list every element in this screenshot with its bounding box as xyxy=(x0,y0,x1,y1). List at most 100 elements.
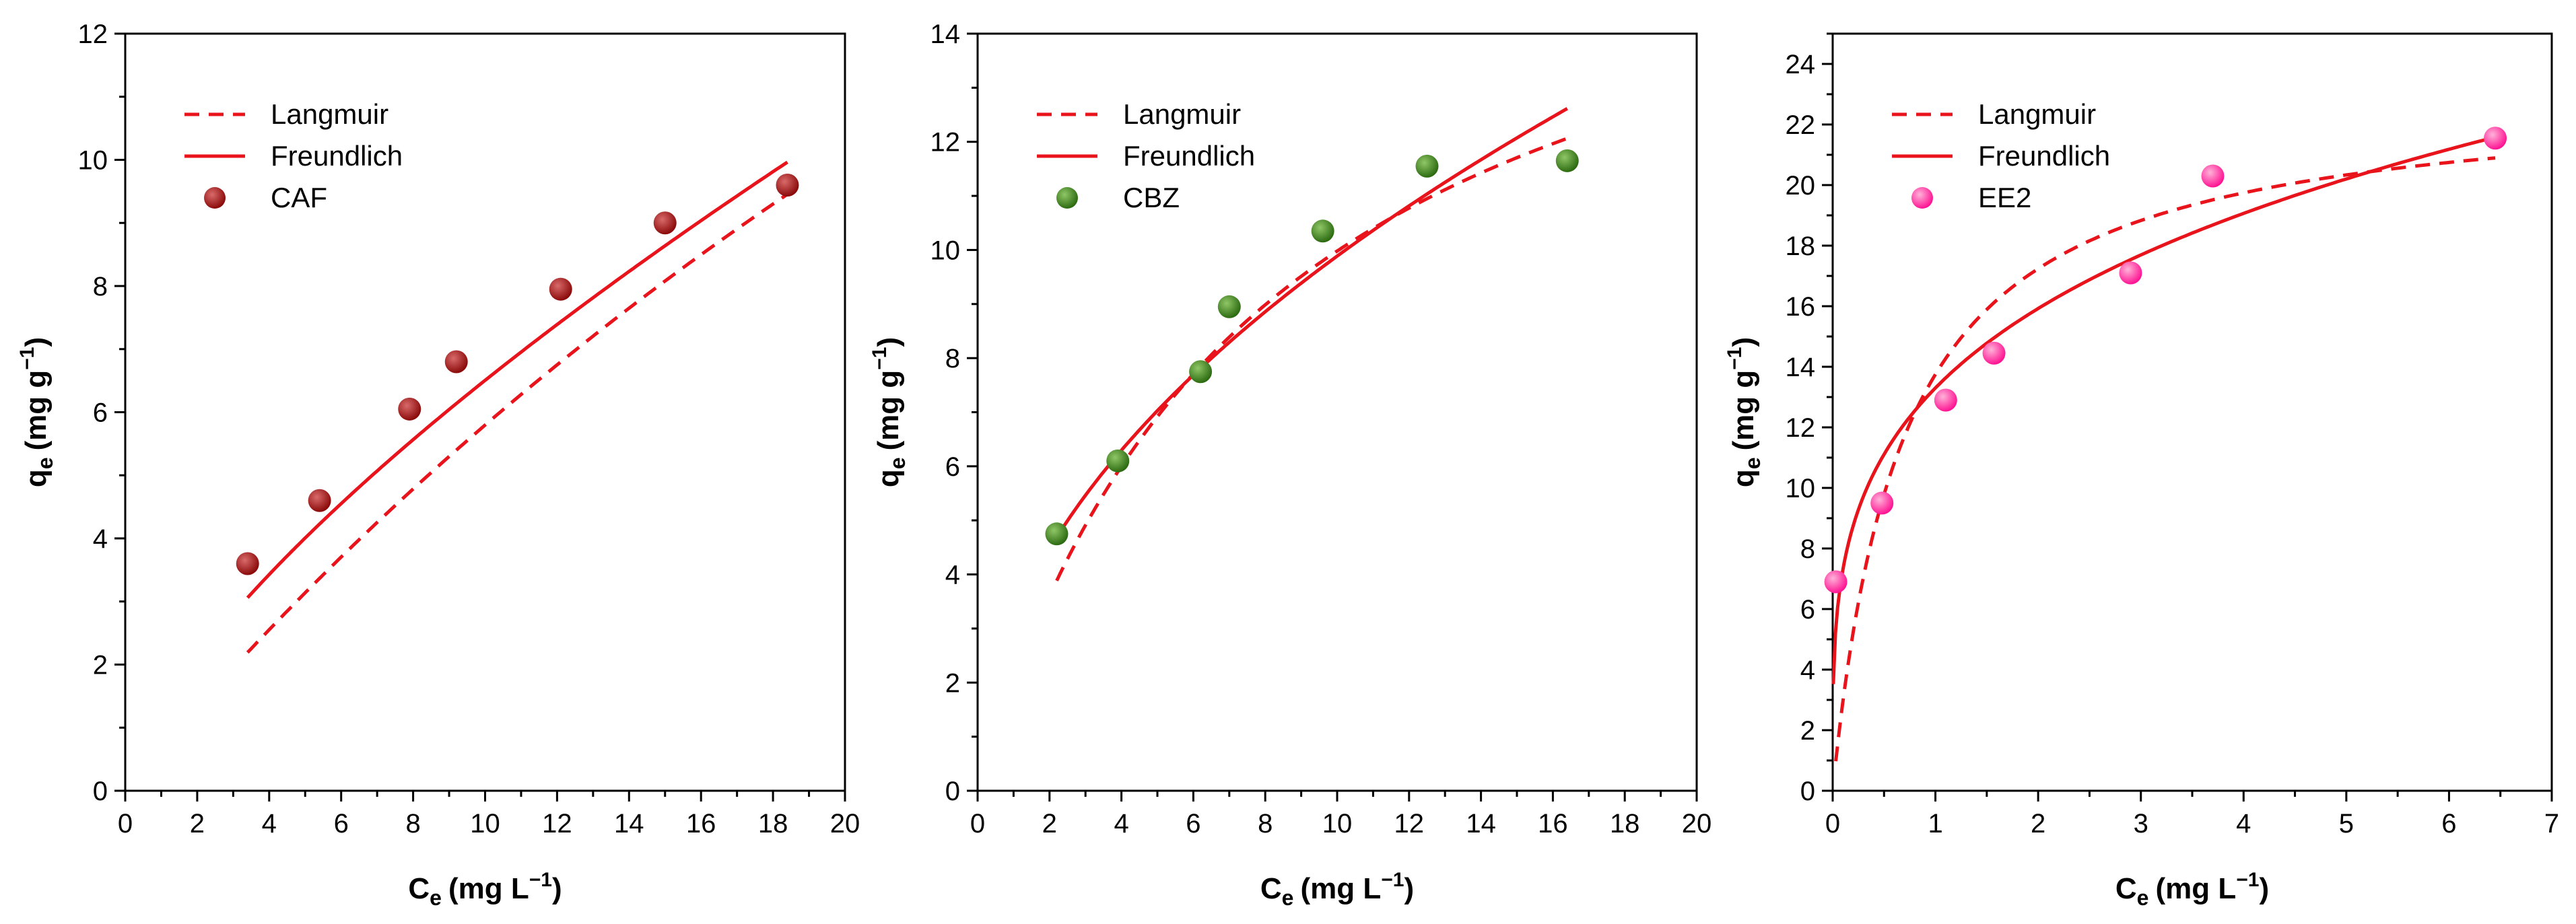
x-tick-label: 12 xyxy=(1394,809,1425,839)
y-tick-label: 22 xyxy=(1786,110,1816,140)
ee2-data-point xyxy=(2484,127,2507,150)
y-tick-label: 12 xyxy=(78,20,108,49)
y-tick-label: 4 xyxy=(1800,655,1815,685)
legend-langmuir-label: Langmuir xyxy=(1978,98,2096,130)
legend-data-label: CAF xyxy=(271,182,327,213)
legend-data-swatch xyxy=(204,187,226,209)
legend: Langmuir Freundlich CAF xyxy=(184,98,403,213)
legend: Langmuir Freundlich CBZ xyxy=(1037,98,1255,213)
y-tick-label: 10 xyxy=(1786,474,1816,503)
y-tick-label: 12 xyxy=(1786,413,1816,443)
y-tick-label: 2 xyxy=(945,668,960,698)
x-tick-label: 3 xyxy=(2134,809,2148,839)
x-tick-label: 5 xyxy=(2339,809,2354,839)
y-tick-label: 6 xyxy=(1800,595,1815,625)
legend-data-label: CBZ xyxy=(1123,182,1180,213)
ee2-data-point xyxy=(1982,341,2006,365)
langmuir-fit-line xyxy=(246,192,788,654)
caf-data-point xyxy=(444,350,468,374)
langmuir-fit-line xyxy=(1834,156,2496,762)
cbz-data-point xyxy=(1045,522,1069,546)
x-tick-label: 7 xyxy=(2544,809,2559,839)
ee2-data-point xyxy=(2119,261,2142,285)
langmuir-fit-line xyxy=(1055,137,1568,581)
ee2-data-point xyxy=(1824,570,1848,594)
legend-langmuir-label: Langmuir xyxy=(271,98,388,130)
y-axis-title: qe(mg g−1) xyxy=(1724,337,1765,487)
x-axis-title: Ce (mg L−1) xyxy=(2115,869,2269,910)
x-tick-label: 14 xyxy=(614,809,644,839)
freundlich-fit-line xyxy=(1055,107,1569,538)
x-tick-label: 4 xyxy=(262,809,277,839)
x-tick-label: 16 xyxy=(1538,809,1568,839)
freundlich-fit-line xyxy=(246,160,788,599)
x-tick-label: 16 xyxy=(686,809,716,839)
x-tick-label: 0 xyxy=(1825,809,1840,839)
chart-panel-cbz: 0 2 4 6 8 10 12 14 16 18 20 0 2 4 6 8 10 12 14 Ce (mg L−1) qe… xyxy=(869,20,1711,910)
y-tick-label: 0 xyxy=(1800,777,1815,806)
y-tick-label: 0 xyxy=(93,777,108,806)
x-tick-label: 14 xyxy=(1466,809,1496,839)
x-tick-label: 20 xyxy=(1682,809,1712,839)
y-tick-label: 18 xyxy=(1786,232,1816,261)
caf-data-point xyxy=(308,489,331,512)
caf-data-point xyxy=(236,552,259,575)
caf-data-point xyxy=(653,211,677,235)
x-tick-label: 20 xyxy=(830,809,860,839)
chart-panel-caf: 0 2 4 6 8 10 12 14 16 18 20 0 2 4 6 8 10 12 Ce (mg L−1) qe(m… xyxy=(16,20,860,910)
cbz-data-point xyxy=(1415,154,1439,178)
y-tick-label: 2 xyxy=(1800,716,1815,746)
y-tick-label: 10 xyxy=(78,146,108,176)
legend-data-label: EE2 xyxy=(1978,182,2031,213)
cbz-data-point xyxy=(1217,295,1241,318)
plot-frame xyxy=(1831,32,2553,792)
legend: Langmuir Freundlich EE2 xyxy=(1892,98,2110,213)
y-axis-title: qe(mg g−1) xyxy=(869,337,910,487)
y-tick-label: 20 xyxy=(1786,171,1816,201)
y-tick-label: 12 xyxy=(930,128,961,157)
caf-data-point xyxy=(776,174,799,197)
x-tick-label: 6 xyxy=(334,809,349,839)
y-tick-label: 10 xyxy=(930,236,961,265)
y-tick-label: 16 xyxy=(1786,292,1816,322)
x-tick-label: 8 xyxy=(1258,809,1273,839)
x-tick-label: 6 xyxy=(1186,809,1200,839)
x-axis-title: Ce (mg L−1) xyxy=(1260,869,1414,910)
y-tick-label: 0 xyxy=(945,777,960,806)
y-tick-label: 4 xyxy=(93,524,108,554)
cbz-data-point xyxy=(1106,449,1130,472)
y-tick-label: 6 xyxy=(945,452,960,482)
plot-frame xyxy=(976,32,1698,792)
x-tick-label: 4 xyxy=(1114,809,1128,839)
x-tick-label: 18 xyxy=(1610,809,1640,839)
freundlich-fit-line xyxy=(1831,135,2496,684)
cbz-data-point xyxy=(1311,219,1334,243)
y-tick-label: 8 xyxy=(1800,534,1815,564)
x-tick-label: 18 xyxy=(758,809,788,839)
x-tick-label: 2 xyxy=(190,809,205,839)
x-axis-title: Ce (mg L−1) xyxy=(408,869,562,910)
cbz-data-point xyxy=(1189,360,1213,384)
y-tick-label: 14 xyxy=(1786,353,1816,382)
legend-freundlich-label: Freundlich xyxy=(271,140,403,172)
ee2-data-point xyxy=(2201,164,2225,188)
x-tick-label: 0 xyxy=(970,809,985,839)
legend-freundlich-label: Freundlich xyxy=(1978,140,2110,172)
x-tick-label: 4 xyxy=(2236,809,2251,839)
plot-frame xyxy=(124,32,846,792)
x-tick-label: 2 xyxy=(2031,809,2045,839)
ee2-data-point xyxy=(1870,491,1894,515)
y-axis-title: qe(mg g−1) xyxy=(16,337,57,487)
legend-data-swatch xyxy=(1056,187,1078,209)
x-tick-label: 0 xyxy=(118,809,133,839)
legend-data-swatch xyxy=(1911,187,1933,209)
x-tick-label: 8 xyxy=(405,809,420,839)
y-tick-label: 6 xyxy=(93,398,108,428)
legend-langmuir-label: Langmuir xyxy=(1123,98,1241,130)
y-tick-label: 2 xyxy=(93,651,108,680)
y-tick-label: 14 xyxy=(930,20,961,49)
x-tick-label: 12 xyxy=(542,809,572,839)
caf-data-point xyxy=(549,277,572,301)
x-tick-label: 1 xyxy=(1928,809,1942,839)
x-tick-label: 2 xyxy=(1042,809,1057,839)
